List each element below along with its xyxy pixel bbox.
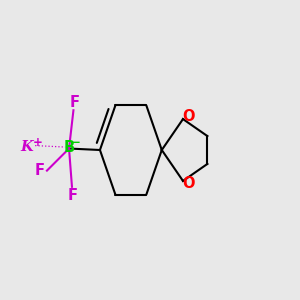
- Text: +: +: [33, 136, 43, 148]
- Text: K: K: [21, 140, 34, 154]
- Text: F: F: [35, 163, 45, 178]
- Text: O: O: [182, 109, 195, 124]
- Text: B: B: [64, 140, 75, 155]
- Text: −: −: [70, 136, 80, 148]
- Text: F: F: [69, 94, 79, 110]
- Text: F: F: [68, 188, 78, 203]
- Text: O: O: [182, 176, 195, 191]
